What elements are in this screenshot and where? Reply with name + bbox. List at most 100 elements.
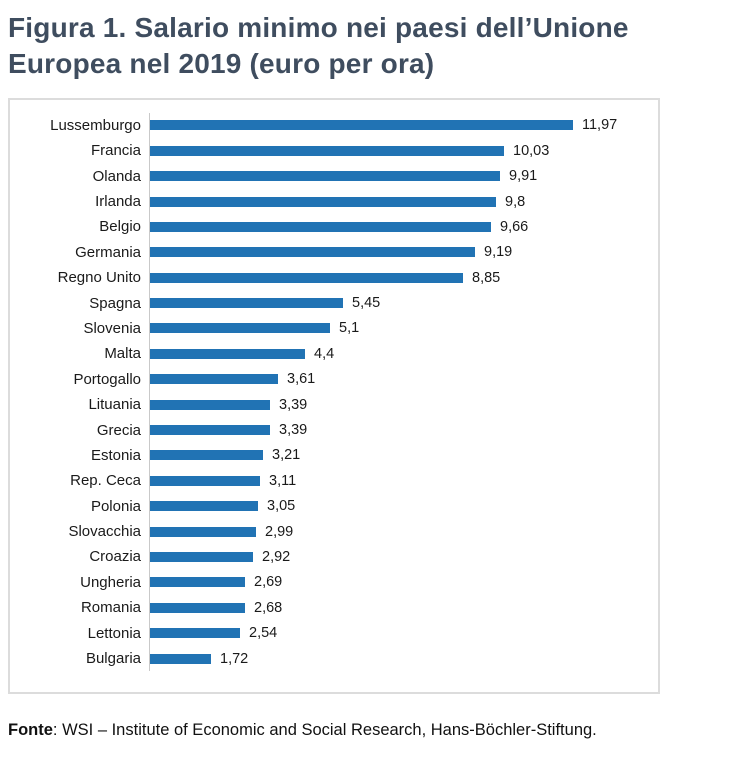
bar-track: 2,68: [149, 595, 652, 621]
bar-row: Malta 4,4: [10, 341, 652, 367]
bar-track: 3,39: [149, 417, 652, 443]
bar-row: Spagna 5,45: [10, 290, 652, 316]
bar-track: 4,4: [149, 341, 652, 367]
value-label: 11,97: [582, 117, 618, 134]
bar-row: Olanda 9,91: [10, 163, 652, 189]
bar: [150, 196, 496, 207]
bar: [150, 653, 211, 664]
bar: [150, 425, 270, 436]
bar-row: Romania 2,68: [10, 595, 652, 621]
source-note-text: : WSI – Institute of Economic and Social…: [52, 720, 597, 739]
country-label: Bulgaria: [85, 650, 141, 668]
country-label: Olanda: [92, 167, 141, 185]
value-label: 9,19: [484, 244, 513, 261]
country-label: Rep. Ceca: [70, 472, 141, 490]
country-label: Croazia: [89, 548, 141, 566]
value-label: 9,91: [509, 168, 538, 185]
bar: [150, 120, 573, 131]
value-label: 5,45: [352, 295, 381, 312]
bar-row: Lussemburgo 11,97: [10, 112, 652, 139]
bar-track: 2,99: [149, 518, 652, 545]
bar-track: 3,61: [149, 366, 652, 392]
bar-track: 3,11: [149, 468, 652, 494]
bar-chart: Lussemburgo 11,97 Francia 10,03 Olanda 9,91 Ir…: [10, 112, 652, 682]
bar-track: 9,66: [149, 214, 652, 240]
value-label: 2,54: [249, 625, 278, 642]
country-label: Estonia: [90, 446, 141, 464]
bar-row: Lituania 3,39: [10, 391, 652, 418]
bar: [150, 247, 475, 258]
source-note-label: Fonte: [8, 720, 53, 739]
bar-track: 10,03: [149, 138, 652, 164]
bar: [150, 374, 278, 385]
value-label: 9,8: [505, 193, 526, 210]
bar: [150, 221, 491, 232]
bar-row: Germania 9,19: [10, 239, 652, 265]
bar-track: 9,19: [149, 239, 652, 265]
country-label: Lettonia: [87, 624, 141, 642]
country-label: Slovenia: [83, 319, 141, 337]
bar-row: Slovenia 5,1: [10, 315, 652, 342]
bar-track: 1,72: [149, 645, 652, 672]
value-label: 1,72: [220, 650, 249, 667]
bar: [150, 272, 463, 283]
country-label: Grecia: [96, 421, 141, 439]
bar: [150, 526, 256, 537]
figure-title-line2: Europea nel 2019 (euro per ora): [8, 47, 435, 79]
country-label: Lituania: [88, 396, 141, 414]
value-label: 5,1: [339, 320, 360, 337]
bar-track: 8,85: [149, 265, 652, 291]
bar-row: Francia 10,03: [10, 138, 652, 164]
bar: [150, 577, 245, 588]
bar-track: 5,45: [149, 290, 652, 316]
bar-row: Belgio 9,66: [10, 214, 652, 240]
bar: [150, 475, 260, 486]
bar: [150, 323, 330, 334]
bar-row: Portogallo 3,61: [10, 366, 652, 392]
bar-track: 2,54: [149, 620, 652, 646]
country-label: Polonia: [90, 497, 141, 515]
bar: [150, 628, 240, 639]
value-label: 2,69: [254, 574, 283, 591]
country-label: Germania: [75, 243, 141, 261]
value-label: 3,05: [267, 498, 296, 515]
value-label: 10,03: [513, 142, 550, 159]
bar-row: Grecia 3,39: [10, 417, 652, 443]
country-label: Regno Unito: [57, 269, 141, 287]
value-label: 3,39: [279, 396, 308, 413]
value-label: 2,99: [265, 523, 294, 540]
bar-track: 3,39: [149, 391, 652, 418]
value-label: 4,4: [314, 345, 335, 362]
bar: [150, 298, 343, 309]
country-label: Romania: [80, 599, 141, 617]
value-label: 9,66: [500, 218, 529, 235]
bar-track: 3,05: [149, 493, 652, 519]
bar: [150, 450, 263, 461]
bar: [150, 551, 253, 562]
bar-track: 9,91: [149, 163, 652, 189]
country-label: Malta: [104, 345, 141, 363]
value-label: 2,92: [262, 548, 291, 565]
bar-row: Estonia 3,21: [10, 442, 652, 469]
bar-track: 2,92: [149, 544, 652, 570]
bar-row: Lettonia 2,54: [10, 620, 652, 646]
chart-panel: Lussemburgo 11,97 Francia 10,03 Olanda 9,91 Ir…: [8, 97, 660, 694]
figure-title-line1: Figura 1. Salario minimo nei paesi dell’…: [8, 12, 629, 43]
bar-row: Regno Unito 8,85: [10, 265, 652, 291]
bar-row: Slovacchia 2,99: [10, 518, 652, 545]
value-label: 3,39: [279, 422, 308, 439]
value-label: 2,68: [254, 599, 283, 616]
bar: [150, 171, 500, 182]
country-label: Irlanda: [95, 193, 141, 211]
country-label: Portogallo: [73, 370, 141, 388]
value-label: 3,61: [287, 371, 316, 388]
value-label: 3,21: [272, 447, 301, 464]
bar-track: 11,97: [149, 112, 652, 139]
value-label: 3,11: [269, 472, 297, 489]
bar: [150, 145, 504, 156]
country-label: Spagna: [89, 294, 141, 312]
bar-row: Polonia 3,05: [10, 493, 652, 519]
bar-row: Ungheria 2,69: [10, 569, 652, 596]
country-label: Belgio: [99, 218, 141, 236]
bar-track: 3,21: [149, 442, 652, 469]
